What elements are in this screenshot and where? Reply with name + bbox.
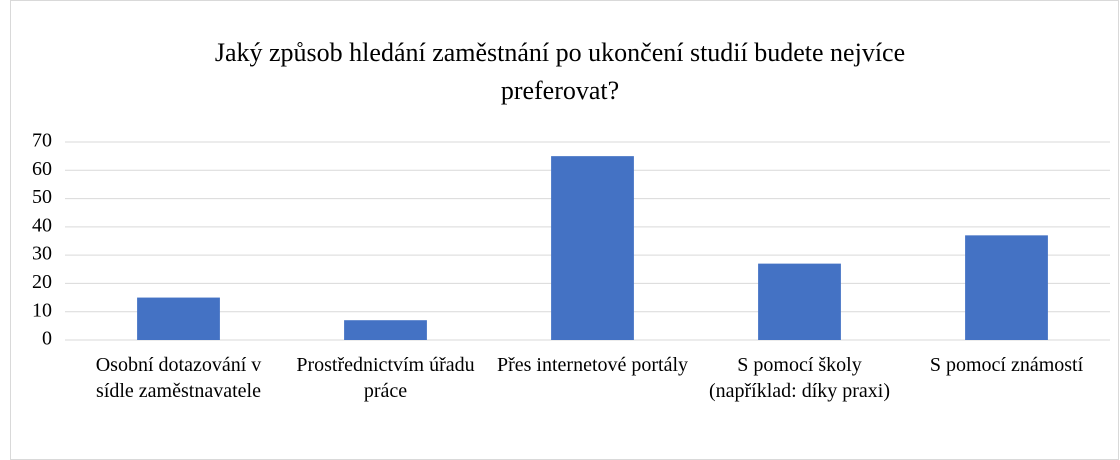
bar [137, 297, 220, 340]
x-tick-label: S pomocí školy (například: díky praxi) [708, 354, 891, 402]
x-tick-label: Přes internetové portály [496, 354, 689, 376]
bar [551, 156, 634, 340]
x-tick-label: Osobní dotazování v sídle zaměstnavatele [95, 354, 262, 402]
x-tick-label: S pomocí známostí [929, 354, 1084, 376]
bar [965, 235, 1048, 340]
bar [344, 320, 427, 340]
y-tick-label: 10 [32, 299, 52, 321]
y-tick-label: 0 [42, 328, 52, 350]
y-tick-label: 20 [32, 271, 52, 293]
y-tick-label: 70 [32, 130, 52, 152]
y-tick-label: 40 [32, 214, 52, 236]
y-tick-label: 30 [32, 243, 52, 265]
x-tick-label: Prostřednictvím úřadu práce [296, 354, 475, 402]
y-tick-label: 50 [32, 186, 52, 208]
y-tick-label: 60 [32, 158, 52, 180]
bar [758, 263, 841, 340]
chart-title: Jaký způsob hledání zaměstnání po ukonče… [214, 38, 906, 105]
